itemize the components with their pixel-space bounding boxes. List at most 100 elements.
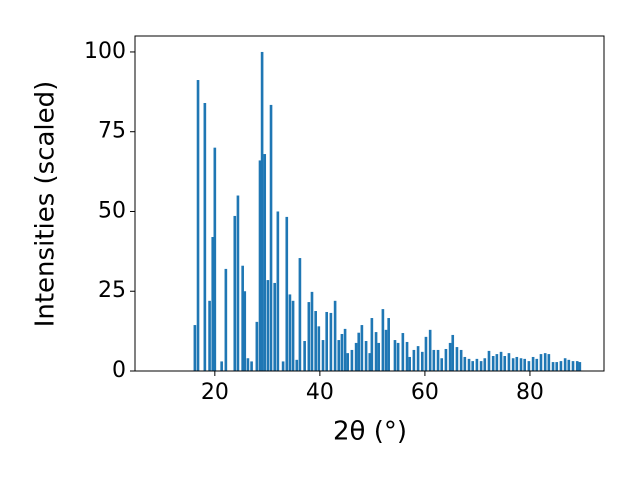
bar <box>343 328 347 371</box>
bar <box>288 294 292 371</box>
bar <box>432 349 436 371</box>
bar <box>424 336 428 371</box>
bar <box>321 340 325 371</box>
y-tick-label: 0 <box>112 358 126 383</box>
bar <box>370 318 374 371</box>
bar <box>483 358 487 371</box>
bar <box>211 237 215 371</box>
bar <box>555 362 559 371</box>
bar <box>368 353 372 371</box>
bar <box>387 318 390 371</box>
bar <box>511 358 515 371</box>
y-tick-label: 50 <box>98 198 126 223</box>
bar <box>333 300 337 371</box>
bar <box>495 354 499 371</box>
bar <box>250 361 253 371</box>
bar <box>523 358 527 371</box>
bar <box>236 195 240 371</box>
bar <box>354 342 358 371</box>
bar <box>374 332 378 371</box>
bar <box>547 354 551 371</box>
bar <box>416 346 420 371</box>
bar <box>224 268 228 371</box>
x-tick-label: 20 <box>201 380 229 405</box>
bar <box>295 359 299 371</box>
bar <box>559 361 563 371</box>
bar <box>491 356 495 371</box>
bar <box>208 300 211 371</box>
bar <box>340 333 344 371</box>
bar <box>448 342 452 371</box>
bar <box>412 349 416 371</box>
bar <box>487 350 491 371</box>
bar <box>405 341 409 371</box>
y-tick-label: 25 <box>98 278 126 303</box>
bar <box>258 160 262 371</box>
x-tick-label: 80 <box>516 380 544 405</box>
bar <box>364 341 368 371</box>
bar <box>193 325 197 371</box>
bar <box>479 361 483 371</box>
bar <box>463 356 467 371</box>
bar <box>393 340 397 371</box>
bar <box>459 349 463 371</box>
x-axis-label: 2θ (°) <box>333 417 407 447</box>
bar <box>276 211 280 371</box>
bar <box>539 354 543 371</box>
bar <box>203 103 207 371</box>
bar <box>337 340 341 371</box>
bar <box>507 353 511 371</box>
bar <box>515 356 519 371</box>
bar <box>535 358 539 371</box>
bar <box>246 358 250 371</box>
y-axis-label: Intensities (scaled) <box>31 81 61 328</box>
bar <box>455 347 459 371</box>
bar <box>285 216 289 371</box>
bar <box>519 358 523 371</box>
bar <box>571 361 575 371</box>
bar <box>467 358 471 371</box>
bar <box>241 265 244 371</box>
bar <box>503 356 507 371</box>
bar <box>350 349 354 371</box>
bar <box>310 291 314 371</box>
x-tick-label: 40 <box>306 380 334 405</box>
bar <box>451 334 455 371</box>
bar <box>436 349 440 371</box>
bar <box>578 362 582 371</box>
bar <box>233 215 237 371</box>
bar <box>273 282 277 371</box>
bar <box>527 361 531 371</box>
y-tick-label: 75 <box>98 119 126 144</box>
bar <box>307 302 311 371</box>
bar <box>291 300 295 371</box>
bar <box>317 326 321 371</box>
plot-frame <box>134 35 605 372</box>
bar <box>551 362 555 371</box>
bar <box>263 154 267 371</box>
bar <box>281 361 285 371</box>
y-tick-label: 100 <box>84 39 126 64</box>
bar <box>440 358 444 371</box>
bar <box>360 325 364 371</box>
bar <box>471 361 475 371</box>
bar <box>243 291 247 371</box>
bar <box>444 348 448 371</box>
bar <box>563 358 567 371</box>
bar <box>381 309 385 371</box>
bar <box>298 258 302 371</box>
bar <box>401 333 405 371</box>
x-tick-label: 60 <box>411 380 439 405</box>
bar <box>428 329 432 371</box>
bar <box>396 342 400 371</box>
bar <box>475 358 479 371</box>
bar <box>260 51 264 371</box>
bar <box>408 356 411 371</box>
bar <box>377 342 381 371</box>
bar <box>567 359 571 371</box>
bar <box>420 351 424 371</box>
bar <box>213 147 217 371</box>
bar <box>575 361 579 371</box>
